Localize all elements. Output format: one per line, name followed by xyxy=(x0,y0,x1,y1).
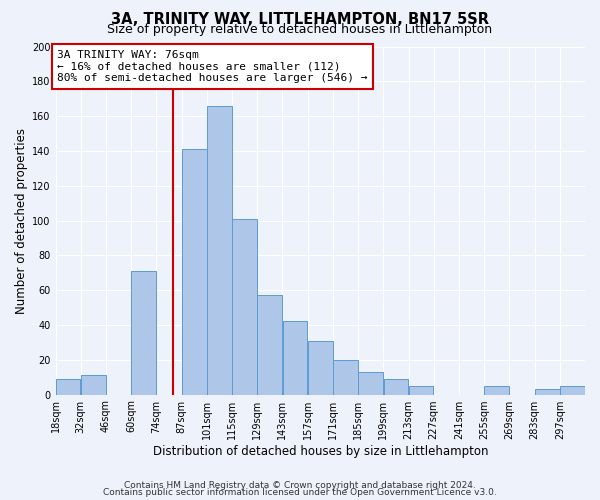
Bar xyxy=(383,379,408,394)
Text: 3A, TRINITY WAY, LITTLEHAMPTON, BN17 5SR: 3A, TRINITY WAY, LITTLEHAMPTON, BN17 5SR xyxy=(111,12,489,28)
Bar xyxy=(560,386,585,394)
Bar xyxy=(81,376,106,394)
Bar xyxy=(333,360,358,394)
Bar xyxy=(535,390,560,394)
Text: Contains public sector information licensed under the Open Government Licence v3: Contains public sector information licen… xyxy=(103,488,497,497)
Bar xyxy=(484,386,509,394)
Bar xyxy=(283,322,307,394)
Text: Size of property relative to detached houses in Littlehampton: Size of property relative to detached ho… xyxy=(107,22,493,36)
Bar xyxy=(207,106,232,395)
Text: Contains HM Land Registry data © Crown copyright and database right 2024.: Contains HM Land Registry data © Crown c… xyxy=(124,480,476,490)
Bar xyxy=(56,379,80,394)
Y-axis label: Number of detached properties: Number of detached properties xyxy=(15,128,28,314)
Bar xyxy=(257,296,282,394)
Bar xyxy=(232,219,257,394)
Bar xyxy=(182,149,206,394)
Bar xyxy=(308,340,332,394)
Bar xyxy=(409,386,433,394)
Bar xyxy=(131,271,156,394)
X-axis label: Distribution of detached houses by size in Littlehampton: Distribution of detached houses by size … xyxy=(152,444,488,458)
Bar xyxy=(358,372,383,394)
Text: 3A TRINITY WAY: 76sqm
← 16% of detached houses are smaller (112)
80% of semi-det: 3A TRINITY WAY: 76sqm ← 16% of detached … xyxy=(58,50,368,83)
